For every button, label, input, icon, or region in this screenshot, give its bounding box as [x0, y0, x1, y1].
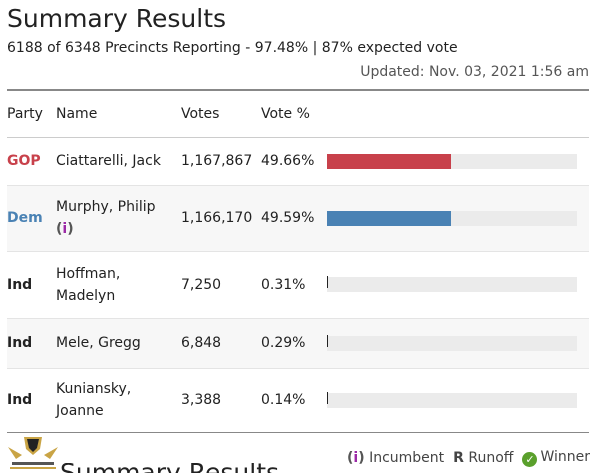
divider [7, 89, 589, 91]
party-label: Dem [7, 185, 56, 252]
vote-bar-fill [327, 276, 328, 288]
vote-bar [327, 276, 577, 292]
vote-bar-fill [327, 334, 328, 347]
results-table: Party Name Votes Vote % GOP Ciattarelli,… [7, 91, 589, 433]
vote-count: 1,166,170 [181, 185, 261, 252]
candidate-name: Kuniansky, Joanne [56, 368, 181, 433]
updated-timestamp: Updated: Nov. 03, 2021 1:56 am [360, 64, 589, 80]
vote-count: 3,388 [181, 368, 261, 433]
legend: (i) Incumbent R Runoff ✓ Winner [347, 449, 590, 467]
table-row: Ind Hoffman, Madelyn 7,250 0.31% [7, 251, 589, 319]
party-label: Ind [7, 318, 56, 369]
table-row: GOP Ciattarelli, Jack 1,167,867 49.66% [7, 137, 589, 186]
legend-incumbent: (i) Incumbent [347, 450, 445, 466]
table-row: Ind Kuniansky, Joanne 3,388 0.14% [7, 368, 589, 433]
vote-count: 7,250 [181, 251, 261, 319]
precincts-reporting: 6188 of 6348 Precincts Reporting - 97.48… [7, 40, 458, 56]
vote-bar-cell [327, 368, 589, 433]
vote-count: 6,848 [181, 318, 261, 369]
candidate-name: Mele, Gregg [56, 318, 181, 369]
legend-winner: ✓ Winner [522, 449, 590, 467]
legend-runoff: R Runoff [453, 450, 514, 466]
table-row: Ind Mele, Gregg 6,848 0.29% [7, 318, 589, 369]
vote-percent: 49.66% [261, 137, 327, 186]
page-title: Summary Results [7, 4, 227, 33]
col-pct: Vote % [261, 91, 327, 138]
candidate-name: Murphy, Philip (i) [56, 185, 181, 252]
vote-bar [327, 334, 577, 351]
vote-bar-cell [327, 251, 589, 319]
candidate-name: Ciattarelli, Jack [56, 137, 181, 186]
col-name: Name [56, 91, 181, 138]
divider [7, 432, 589, 433]
party-label: Ind [7, 251, 56, 319]
watermark-logo [8, 437, 58, 469]
col-party: Party [7, 91, 56, 138]
vote-bar [327, 153, 577, 169]
vote-bar [327, 210, 577, 226]
vote-bar-cell [327, 185, 589, 252]
vote-percent: 0.14% [261, 368, 327, 433]
col-votes: Votes [181, 91, 261, 138]
vote-percent: 49.59% [261, 185, 327, 252]
candidate-name: Hoffman, Madelyn [56, 251, 181, 319]
vote-bar-fill [327, 153, 452, 169]
vote-bar-fill [327, 391, 328, 404]
vote-percent: 0.31% [261, 251, 327, 319]
vote-count: 1,167,867 [181, 137, 261, 186]
party-label: Ind [7, 368, 56, 433]
col-bar [327, 91, 589, 138]
table-row: Dem Murphy, Philip (i) 1,166,170 49.59% [7, 185, 589, 252]
check-circle-icon: ✓ [522, 452, 538, 467]
vote-percent: 0.29% [261, 318, 327, 369]
incumbent-badge: (i) [56, 221, 74, 237]
next-section-heading: Summary Results [60, 463, 279, 473]
party-label: GOP [7, 137, 56, 186]
vote-bar [327, 391, 577, 408]
vote-bar-cell [327, 318, 589, 369]
vote-bar-fill [327, 210, 451, 226]
vote-bar-cell [327, 137, 589, 186]
